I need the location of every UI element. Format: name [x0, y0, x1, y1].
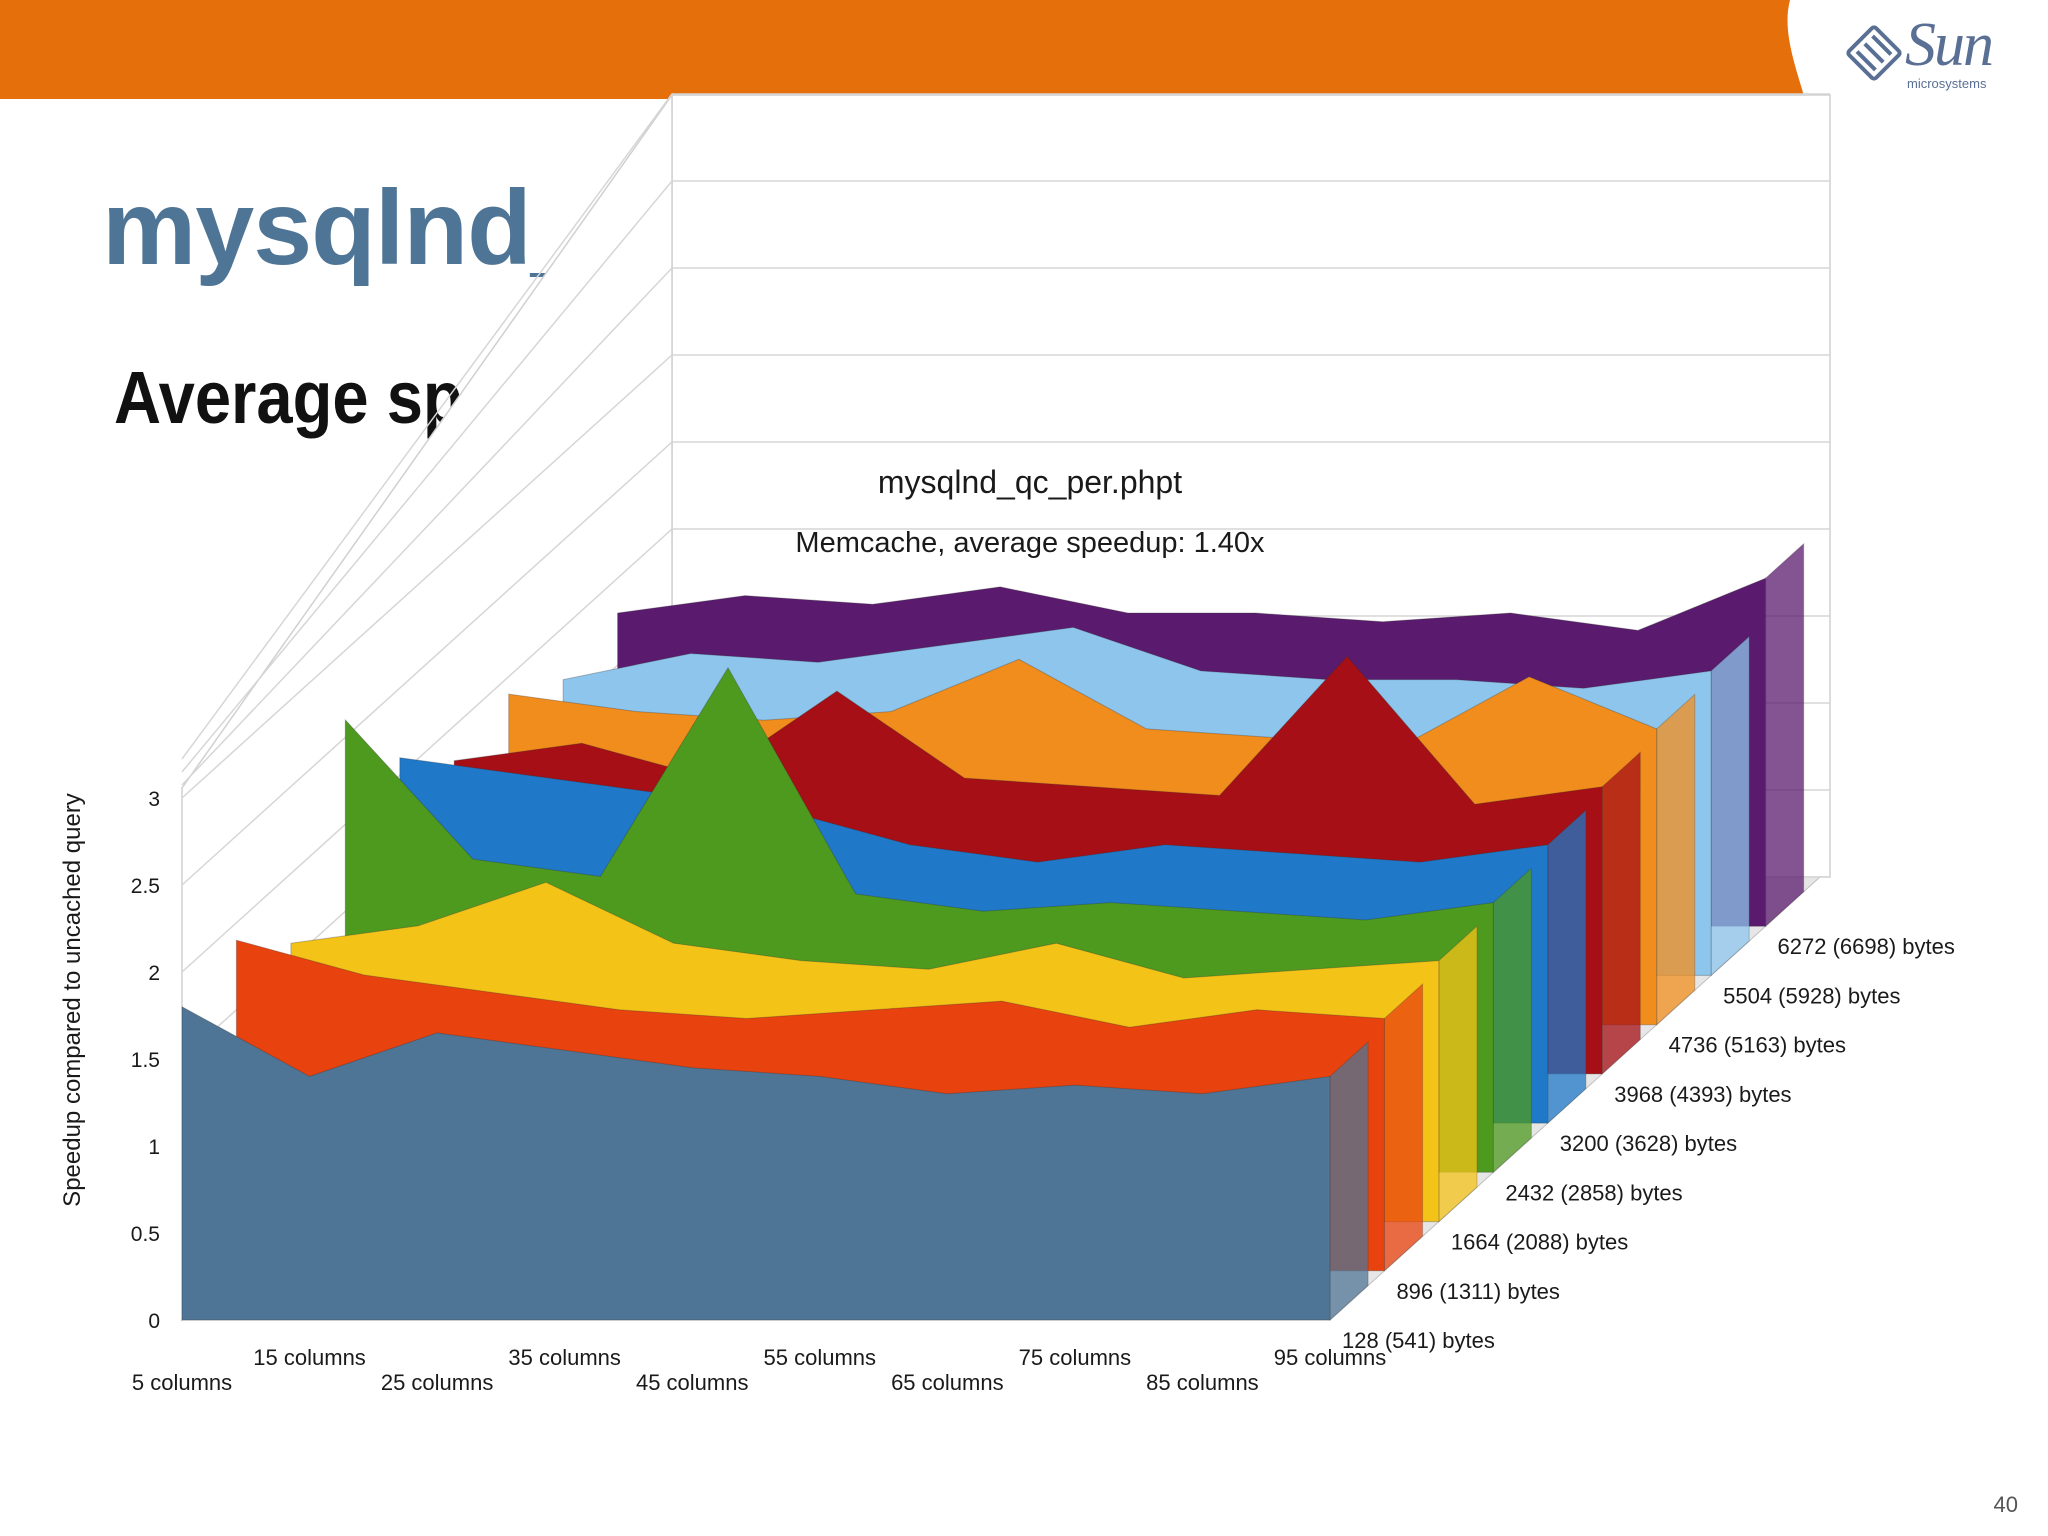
x-tick-label: 55 columns: [764, 1345, 877, 1370]
series-depth-label: 5504 (5928) bytes: [1723, 983, 1900, 1008]
gridline: [181, 180, 1830, 773]
y-tick-label: 1.5: [131, 1049, 160, 1072]
area-chart-3d: mysqlnd_qc_per.phpt Memcache, average spe…: [59, 92, 1955, 1395]
gridline: [181, 267, 1830, 786]
series-depth-label: 3200 (3628) bytes: [1560, 1131, 1737, 1156]
series-area: [181, 1005, 1331, 1321]
series-side: [1329, 1040, 1369, 1322]
y-tick-label: 3: [148, 788, 160, 811]
y-tick-label: 0: [148, 1310, 160, 1333]
sun-logo: Sun microsystems: [1843, 11, 2008, 98]
series-depth-label: 128 (541) bytes: [1342, 1328, 1495, 1353]
y-tick-label: 1: [148, 1136, 160, 1159]
series-depth-label: 896 (1311) bytes: [1396, 1279, 1559, 1304]
chart-series: [181, 542, 1805, 1322]
series-side: [1492, 867, 1532, 1174]
chart-subtitle: Memcache, average speedup: 1.40x: [795, 527, 1265, 559]
series-depth-label: 3968 (4393) bytes: [1614, 1082, 1791, 1107]
y-tick-label: 2: [148, 962, 160, 985]
x-tick-label: 95 columns: [1274, 1345, 1387, 1370]
header-banner: [0, 0, 1805, 99]
series-side: [1710, 635, 1750, 977]
y-tick-label: 0.5: [131, 1223, 160, 1246]
series-side: [1601, 751, 1641, 1076]
series-side: [1438, 924, 1478, 1223]
logo-wordmark: Sun: [1905, 11, 1994, 79]
x-tick-label: 15 columns: [253, 1345, 366, 1370]
gridline: [181, 354, 1830, 799]
logo-subtext: microsystems: [1907, 76, 1987, 91]
chart-labels: mysqlnd_qc_per.phpt Memcache, average spe…: [59, 464, 1955, 1395]
series-side: [1383, 982, 1424, 1272]
page-number: 40: [1993, 1492, 2018, 1517]
series-depth-label: 6272 (6698) bytes: [1778, 934, 1955, 959]
x-tick-label: 75 columns: [1019, 1345, 1132, 1370]
series-depth-label: 2432 (2858) bytes: [1505, 1180, 1682, 1205]
series-side: [1547, 809, 1587, 1125]
x-tick-label: 65 columns: [891, 1370, 1004, 1395]
series-depth-label: 1664 (2088) bytes: [1451, 1230, 1628, 1255]
sun-logo-icon: [1846, 25, 1902, 81]
series-side: [1765, 542, 1805, 928]
chart-title: mysqlnd_qc_per.phpt: [878, 464, 1182, 500]
x-tick-label: 45 columns: [636, 1370, 749, 1395]
series-side: [1656, 693, 1696, 1026]
y-tick-label: 2.5: [131, 875, 160, 898]
x-tick-label: 85 columns: [1146, 1370, 1259, 1395]
x-tick-label: 35 columns: [508, 1345, 621, 1370]
x-tick-label: 5 columns: [132, 1370, 232, 1395]
x-tick-label: 25 columns: [381, 1370, 494, 1395]
y-axis-label: Speedup compared to uncached query: [59, 793, 86, 1207]
gridline: [181, 93, 1830, 760]
series-depth-label: 4736 (5163) bytes: [1669, 1033, 1846, 1058]
